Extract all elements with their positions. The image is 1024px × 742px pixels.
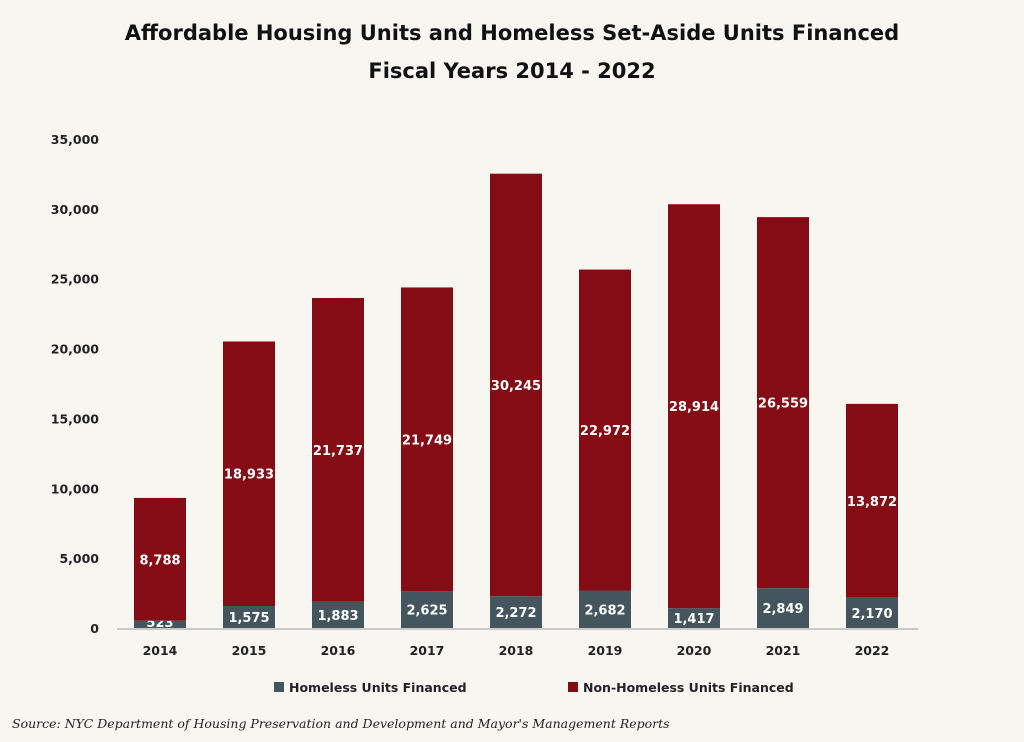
bar-homeless xyxy=(401,591,453,628)
source-note: Source: NYC Department of Housing Preser… xyxy=(12,716,670,731)
data-label-homeless: 2,849 xyxy=(762,602,803,617)
x-tick-label: 2014 xyxy=(143,643,178,658)
data-label-non-homeless: 30,245 xyxy=(491,379,541,394)
bar-homeless xyxy=(223,605,275,628)
bar-non-homeless xyxy=(401,287,453,592)
bar-homeless xyxy=(579,590,631,628)
data-label-non-homeless: 22,972 xyxy=(580,424,630,439)
x-tick-label: 2020 xyxy=(677,643,712,658)
data-label-non-homeless: 21,749 xyxy=(402,433,452,448)
y-tick-label: 5,000 xyxy=(59,551,99,566)
bar-non-homeless xyxy=(579,269,631,591)
y-tick-label: 20,000 xyxy=(51,342,100,357)
bar-homeless xyxy=(757,588,809,628)
x-tick-label: 2017 xyxy=(410,643,445,658)
data-label-homeless: 2,170 xyxy=(851,607,892,622)
bar-non-homeless xyxy=(223,341,275,606)
data-label-non-homeless: 26,559 xyxy=(758,397,808,412)
bar-homeless xyxy=(134,620,186,628)
bar-non-homeless xyxy=(757,217,809,589)
bar-non-homeless xyxy=(668,204,720,609)
bar-non-homeless xyxy=(312,297,364,602)
data-label-homeless: 1,883 xyxy=(317,609,358,624)
data-label-homeless: 1,417 xyxy=(673,612,714,627)
y-tick-label: 10,000 xyxy=(51,481,100,496)
legend-label-homeless: Homeless Units Financed xyxy=(289,680,467,695)
bar-homeless xyxy=(846,597,898,628)
y-tick-label: 35,000 xyxy=(51,132,100,147)
data-label-homeless: 1,575 xyxy=(228,611,269,626)
x-tick-label: 2021 xyxy=(766,643,801,658)
data-label-non-homeless: 18,933 xyxy=(224,468,274,483)
data-label-homeless: 2,682 xyxy=(584,603,625,618)
chart-subtitle: Fiscal Years 2014 - 2022 xyxy=(368,59,655,83)
x-tick-label: 2019 xyxy=(588,643,623,658)
data-label-homeless: 2,272 xyxy=(495,606,536,621)
legend-swatch-non-homeless xyxy=(568,682,578,692)
bar-non-homeless xyxy=(490,173,542,597)
x-tick-label: 2016 xyxy=(321,643,356,658)
y-tick-label: 15,000 xyxy=(51,411,100,426)
x-tick-label: 2018 xyxy=(499,643,534,658)
x-tick-label: 2015 xyxy=(232,643,267,658)
legend-label-non-homeless: Non-Homeless Units Financed xyxy=(583,680,794,695)
bar-homeless xyxy=(312,601,364,628)
legend-swatch-homeless xyxy=(274,682,284,692)
legend: Homeless Units Financed Non-Homeless Uni… xyxy=(274,680,794,695)
data-label-homeless: 2,625 xyxy=(406,604,447,619)
y-tick-label: 25,000 xyxy=(51,272,100,287)
bar-homeless xyxy=(668,608,720,628)
data-label-non-homeless: 21,737 xyxy=(313,444,363,459)
y-tick-label: 0 xyxy=(90,621,99,636)
x-tick-label: 2022 xyxy=(855,643,890,658)
data-label-non-homeless: 8,788 xyxy=(139,553,180,568)
chart-title: Affordable Housing Units and Homeless Se… xyxy=(125,21,899,45)
bar-non-homeless xyxy=(134,497,186,621)
data-label-non-homeless: 13,872 xyxy=(847,495,897,510)
y-tick-label: 30,000 xyxy=(51,202,100,217)
bar-non-homeless xyxy=(846,403,898,598)
data-label-non-homeless: 28,914 xyxy=(669,400,719,415)
bar-homeless xyxy=(490,596,542,628)
